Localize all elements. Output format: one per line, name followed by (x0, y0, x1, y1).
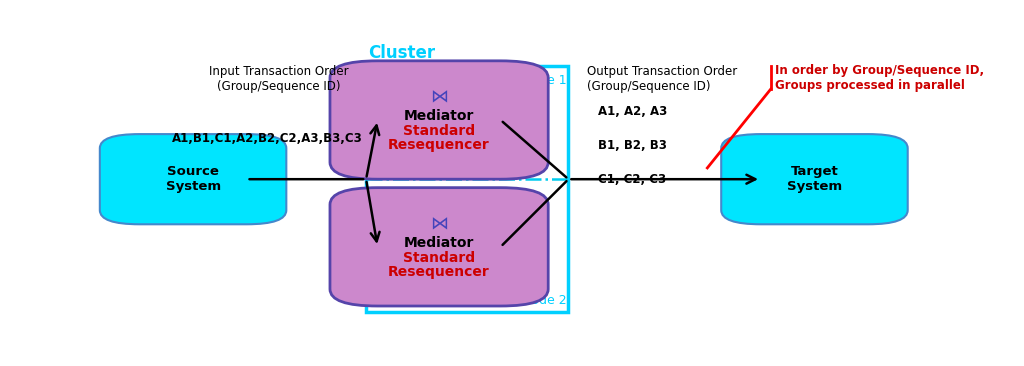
Text: Standard: Standard (403, 124, 475, 138)
FancyBboxPatch shape (330, 188, 548, 306)
Text: Mediator: Mediator (403, 236, 474, 250)
Text: In order by Group/Sequence ID,
Groups processed in parallel: In order by Group/Sequence ID, Groups pr… (775, 64, 984, 92)
Text: ⋈: ⋈ (430, 215, 449, 233)
Text: A1, A2, A3: A1, A2, A3 (598, 105, 667, 118)
Text: B1, B2, B3: B1, B2, B3 (598, 139, 667, 152)
Text: Output Transaction Order
(Group/Sequence ID): Output Transaction Order (Group/Sequence… (587, 65, 737, 93)
Text: Mediator: Mediator (403, 109, 474, 123)
Text: Source
System: Source System (166, 165, 220, 193)
Text: C1, C2, C3: C1, C2, C3 (598, 173, 666, 186)
Text: Node 1: Node 1 (522, 74, 567, 86)
Text: Resequencer: Resequencer (388, 138, 489, 152)
Text: ⋈: ⋈ (430, 88, 449, 106)
FancyBboxPatch shape (721, 134, 907, 224)
Text: Input Transaction Order
(Group/Sequence ID): Input Transaction Order (Group/Sequence … (209, 65, 348, 93)
Text: Node 2: Node 2 (522, 294, 567, 307)
Text: Standard: Standard (403, 251, 475, 265)
FancyBboxPatch shape (99, 134, 287, 224)
Text: Resequencer: Resequencer (388, 265, 489, 279)
Text: Cluster: Cluster (368, 44, 435, 62)
FancyBboxPatch shape (330, 61, 548, 179)
Text: Target
System: Target System (786, 165, 842, 193)
Text: A1,B1,C1,A2,B2,C2,A3,B3,C3: A1,B1,C1,A2,B2,C2,A3,B3,C3 (171, 132, 362, 145)
